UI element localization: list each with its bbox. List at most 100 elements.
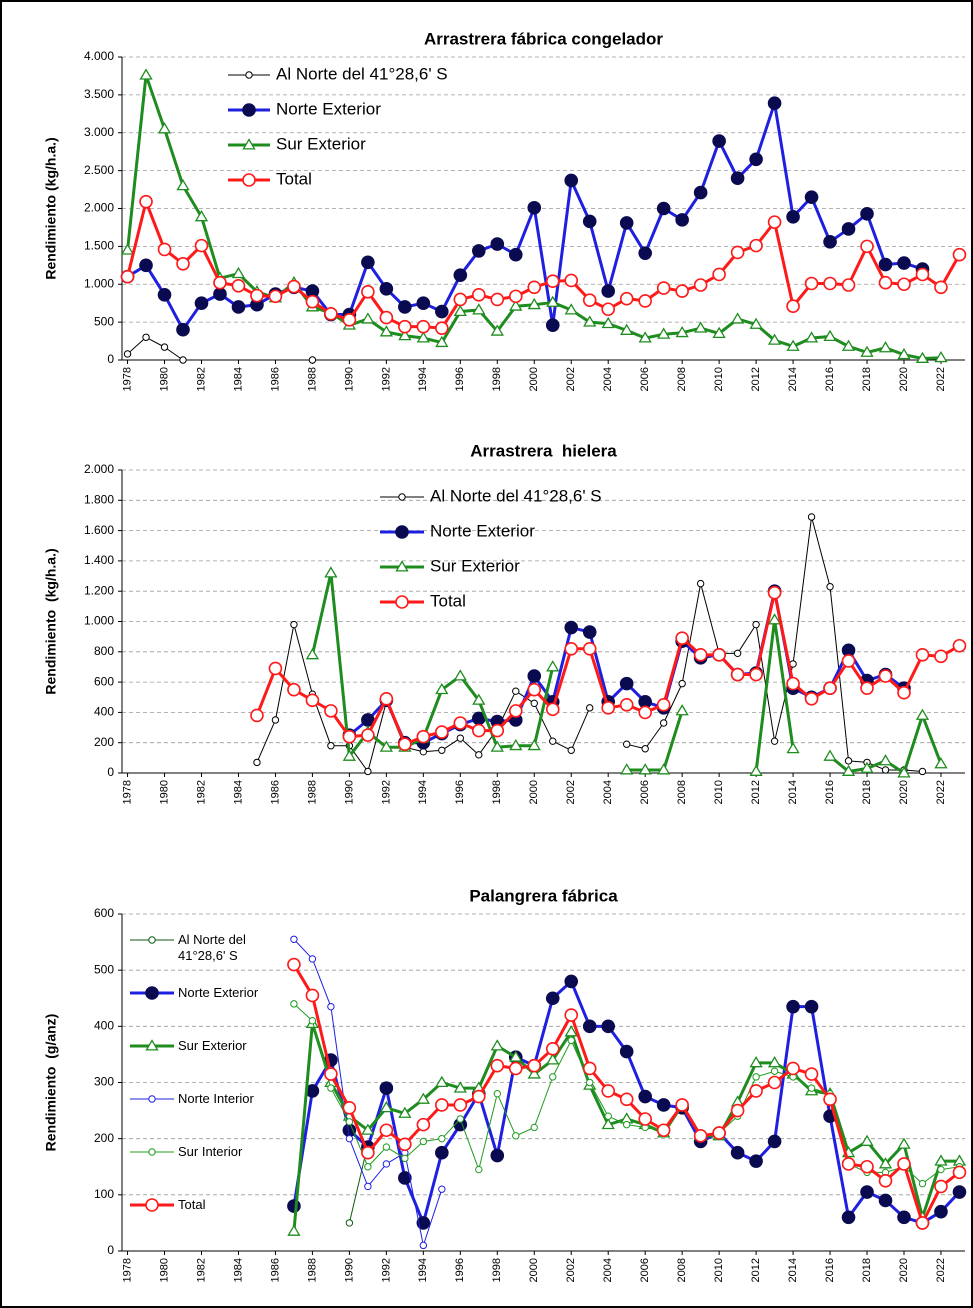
legend-marker bbox=[145, 1198, 159, 1212]
y-tick-label: 1.000 bbox=[84, 276, 114, 290]
x-tick-label: 2008 bbox=[676, 1258, 688, 1282]
marker bbox=[934, 350, 948, 363]
marker bbox=[918, 767, 927, 776]
x-tick-label: 2004 bbox=[602, 780, 614, 804]
marker bbox=[419, 1137, 428, 1146]
marker bbox=[509, 738, 523, 751]
marker bbox=[564, 974, 579, 989]
x-tick-label: 2012 bbox=[750, 367, 762, 391]
marker bbox=[490, 237, 505, 251]
marker bbox=[398, 300, 412, 314]
marker bbox=[675, 631, 689, 645]
x-tick-label: 1992 bbox=[380, 1258, 392, 1282]
marker bbox=[638, 763, 652, 775]
marker bbox=[749, 764, 763, 776]
marker bbox=[878, 1157, 893, 1169]
marker bbox=[712, 1126, 726, 1140]
marker bbox=[712, 648, 726, 662]
x-tick-label: 1982 bbox=[195, 1258, 207, 1282]
marker bbox=[638, 705, 652, 720]
marker bbox=[398, 1137, 412, 1152]
x-tick-label: 1984 bbox=[232, 1258, 244, 1282]
marker bbox=[179, 356, 187, 364]
marker bbox=[622, 1120, 631, 1129]
marker bbox=[767, 96, 782, 111]
marker bbox=[453, 1081, 467, 1093]
marker bbox=[804, 276, 819, 291]
marker bbox=[453, 669, 467, 681]
marker bbox=[379, 325, 393, 337]
marker bbox=[493, 1090, 501, 1098]
marker bbox=[656, 281, 671, 295]
marker bbox=[749, 152, 763, 167]
marker bbox=[693, 1129, 708, 1143]
legend-label-box: Sur Interior bbox=[178, 1144, 242, 1159]
chart-title: Arrastrera fábrica congelador bbox=[424, 29, 663, 48]
marker bbox=[749, 317, 763, 329]
marker bbox=[342, 1123, 357, 1138]
marker bbox=[582, 641, 597, 656]
marker bbox=[120, 243, 135, 255]
marker bbox=[897, 347, 911, 360]
marker bbox=[604, 1112, 612, 1120]
marker bbox=[693, 185, 708, 200]
marker bbox=[586, 704, 594, 712]
marker bbox=[860, 1134, 874, 1146]
marker bbox=[952, 638, 967, 653]
y-tick-label: 600 bbox=[94, 674, 114, 688]
marker bbox=[361, 1123, 375, 1135]
x-tick-label: 2022 bbox=[935, 780, 947, 804]
marker bbox=[897, 1210, 911, 1225]
x-tick-label: 2010 bbox=[713, 367, 725, 391]
marker bbox=[860, 345, 874, 357]
x-tick-label: 2008 bbox=[676, 780, 688, 804]
marker bbox=[749, 1056, 763, 1068]
legend-label: Total bbox=[276, 169, 312, 188]
x-tick-label: 2020 bbox=[898, 1258, 910, 1282]
marker bbox=[508, 289, 523, 304]
marker bbox=[379, 310, 394, 325]
marker bbox=[934, 649, 948, 664]
marker bbox=[730, 1145, 745, 1160]
marker bbox=[897, 766, 911, 778]
y-tick-label: 4.000 bbox=[84, 49, 114, 63]
marker bbox=[438, 1134, 446, 1143]
marker bbox=[934, 1154, 948, 1166]
x-tick-label: 1994 bbox=[417, 780, 429, 804]
y-tick-label: 1.200 bbox=[84, 583, 114, 597]
marker bbox=[361, 255, 375, 270]
marker bbox=[471, 288, 486, 302]
marker bbox=[712, 134, 726, 148]
marker bbox=[472, 303, 486, 315]
marker bbox=[730, 1103, 745, 1118]
marker bbox=[619, 698, 634, 712]
marker bbox=[139, 194, 153, 209]
marker bbox=[361, 1145, 375, 1160]
marker bbox=[471, 244, 486, 258]
marker bbox=[398, 737, 412, 752]
legend-label: Sur Exterior bbox=[430, 556, 520, 575]
marker bbox=[305, 693, 320, 708]
marker bbox=[546, 1053, 560, 1065]
marker bbox=[915, 648, 930, 662]
marker bbox=[490, 740, 504, 752]
marker bbox=[860, 1185, 874, 1199]
marker bbox=[878, 754, 893, 766]
marker bbox=[564, 641, 579, 656]
x-tick-label: 2002 bbox=[565, 780, 577, 804]
marker bbox=[231, 300, 246, 314]
marker bbox=[897, 1157, 911, 1171]
series-line bbox=[126, 200, 961, 330]
marker bbox=[139, 68, 153, 80]
legend-label: Total bbox=[178, 1197, 206, 1212]
marker bbox=[841, 339, 856, 351]
x-tick-label: 2000 bbox=[528, 1258, 540, 1282]
marker bbox=[656, 1123, 671, 1138]
marker bbox=[823, 1092, 837, 1107]
marker bbox=[656, 1098, 671, 1112]
y-tick-label: 0 bbox=[107, 352, 114, 366]
y-tick-label: 600 bbox=[94, 906, 114, 920]
marker bbox=[897, 277, 911, 292]
marker bbox=[530, 1123, 538, 1132]
y-tick-label: 100 bbox=[94, 1187, 114, 1201]
